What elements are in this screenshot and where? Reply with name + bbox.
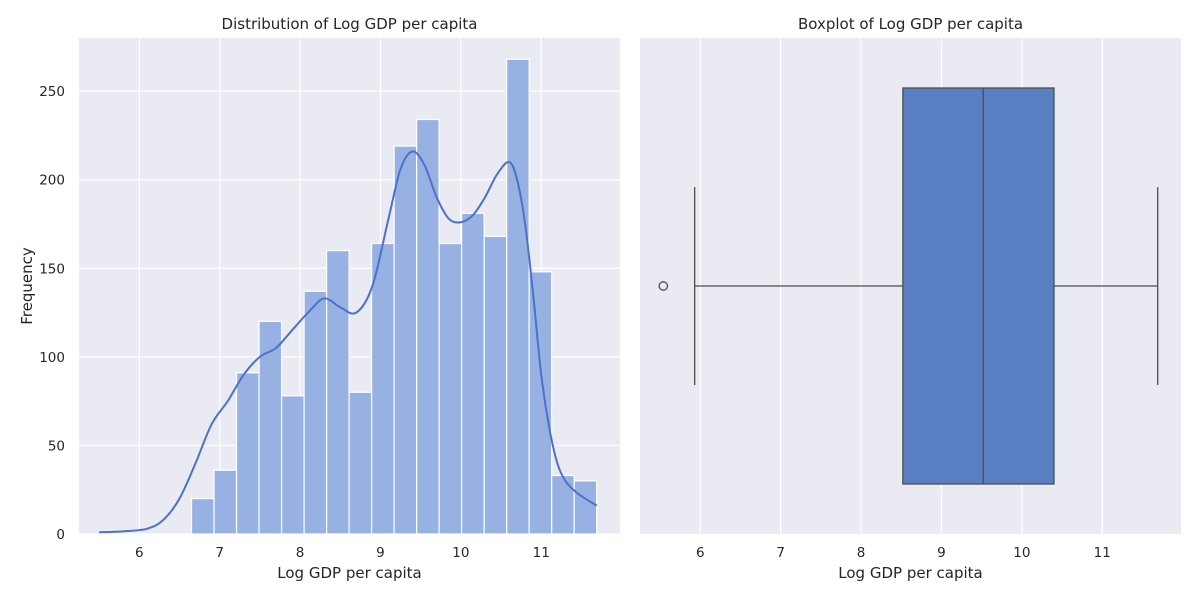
histogram-x-ticks: 6 7 8 9 10 11 (135, 545, 550, 561)
histogram-bar (483, 235, 508, 535)
boxplot-x-tick-label: 7 (776, 545, 785, 561)
histogram-y-tick-label: 0 (56, 527, 65, 543)
histogram-bar (528, 271, 553, 535)
histogram-bar (416, 118, 440, 535)
histogram-bar (438, 242, 463, 535)
boxplot-title: Boxplot of Log GDP per capita (798, 15, 1023, 33)
histogram-bar (551, 474, 575, 535)
histogram-bar (573, 480, 598, 535)
histogram-bar (506, 58, 530, 535)
iqr-box (902, 87, 1055, 485)
boxplot-x-tick-label: 8 (857, 545, 866, 561)
histogram-bar (348, 391, 373, 535)
kde-curve (99, 150, 598, 534)
boxplot-elements (658, 87, 1159, 485)
histogram-x-tick-label: 11 (533, 545, 550, 561)
histogram-x-tick-label: 6 (135, 545, 144, 561)
histogram-bars (190, 58, 598, 535)
histogram-y-tick-label: 200 (39, 173, 65, 189)
histogram-panel: 6 7 8 9 10 11 0 50 100 150 200 250 Distribution of… (18, 15, 620, 582)
histogram-y-tick-label: 150 (39, 261, 65, 277)
boxplot-x-ticks: 6 7 8 9 10 11 (696, 545, 1111, 561)
boxplot-x-label: Log GDP per capita (838, 564, 982, 582)
histogram-x-label: Log GDP per capita (277, 564, 421, 582)
boxplot-x-tick-label: 10 (1013, 545, 1030, 561)
histogram-bar (213, 469, 238, 535)
outlier-point (658, 281, 669, 291)
histogram-bar (190, 497, 215, 535)
histogram-bar (235, 372, 260, 535)
histogram-bar (280, 395, 305, 535)
histogram-bar (371, 242, 395, 535)
histogram-bar (325, 249, 350, 535)
histogram-y-tick-label: 250 (39, 84, 65, 100)
histogram-y-label: Frequency (18, 247, 36, 325)
histogram-bar (303, 290, 328, 535)
boxplot-x-tick-label: 9 (937, 545, 946, 561)
histogram-x-tick-label: 9 (376, 545, 385, 561)
histogram-bar (258, 320, 283, 535)
histogram-x-tick-label: 10 (452, 545, 469, 561)
histogram-bar (393, 145, 418, 535)
histogram-title: Distribution of Log GDP per capita (222, 15, 478, 33)
histogram-y-tick-label: 100 (39, 350, 65, 366)
histogram-x-tick-label: 8 (296, 545, 305, 561)
histogram-bar (461, 212, 485, 535)
boxplot-panel: 6 7 8 9 10 11 Boxplot of Log GDP per capita L… (640, 15, 1181, 582)
histogram-y-ticks: 0 50 100 150 200 250 (39, 84, 65, 543)
boxplot-x-tick-label: 11 (1094, 545, 1111, 561)
boxplot-x-tick-label: 6 (696, 545, 705, 561)
histogram-x-tick-label: 7 (215, 545, 224, 561)
histogram-y-tick-label: 50 (48, 438, 65, 454)
